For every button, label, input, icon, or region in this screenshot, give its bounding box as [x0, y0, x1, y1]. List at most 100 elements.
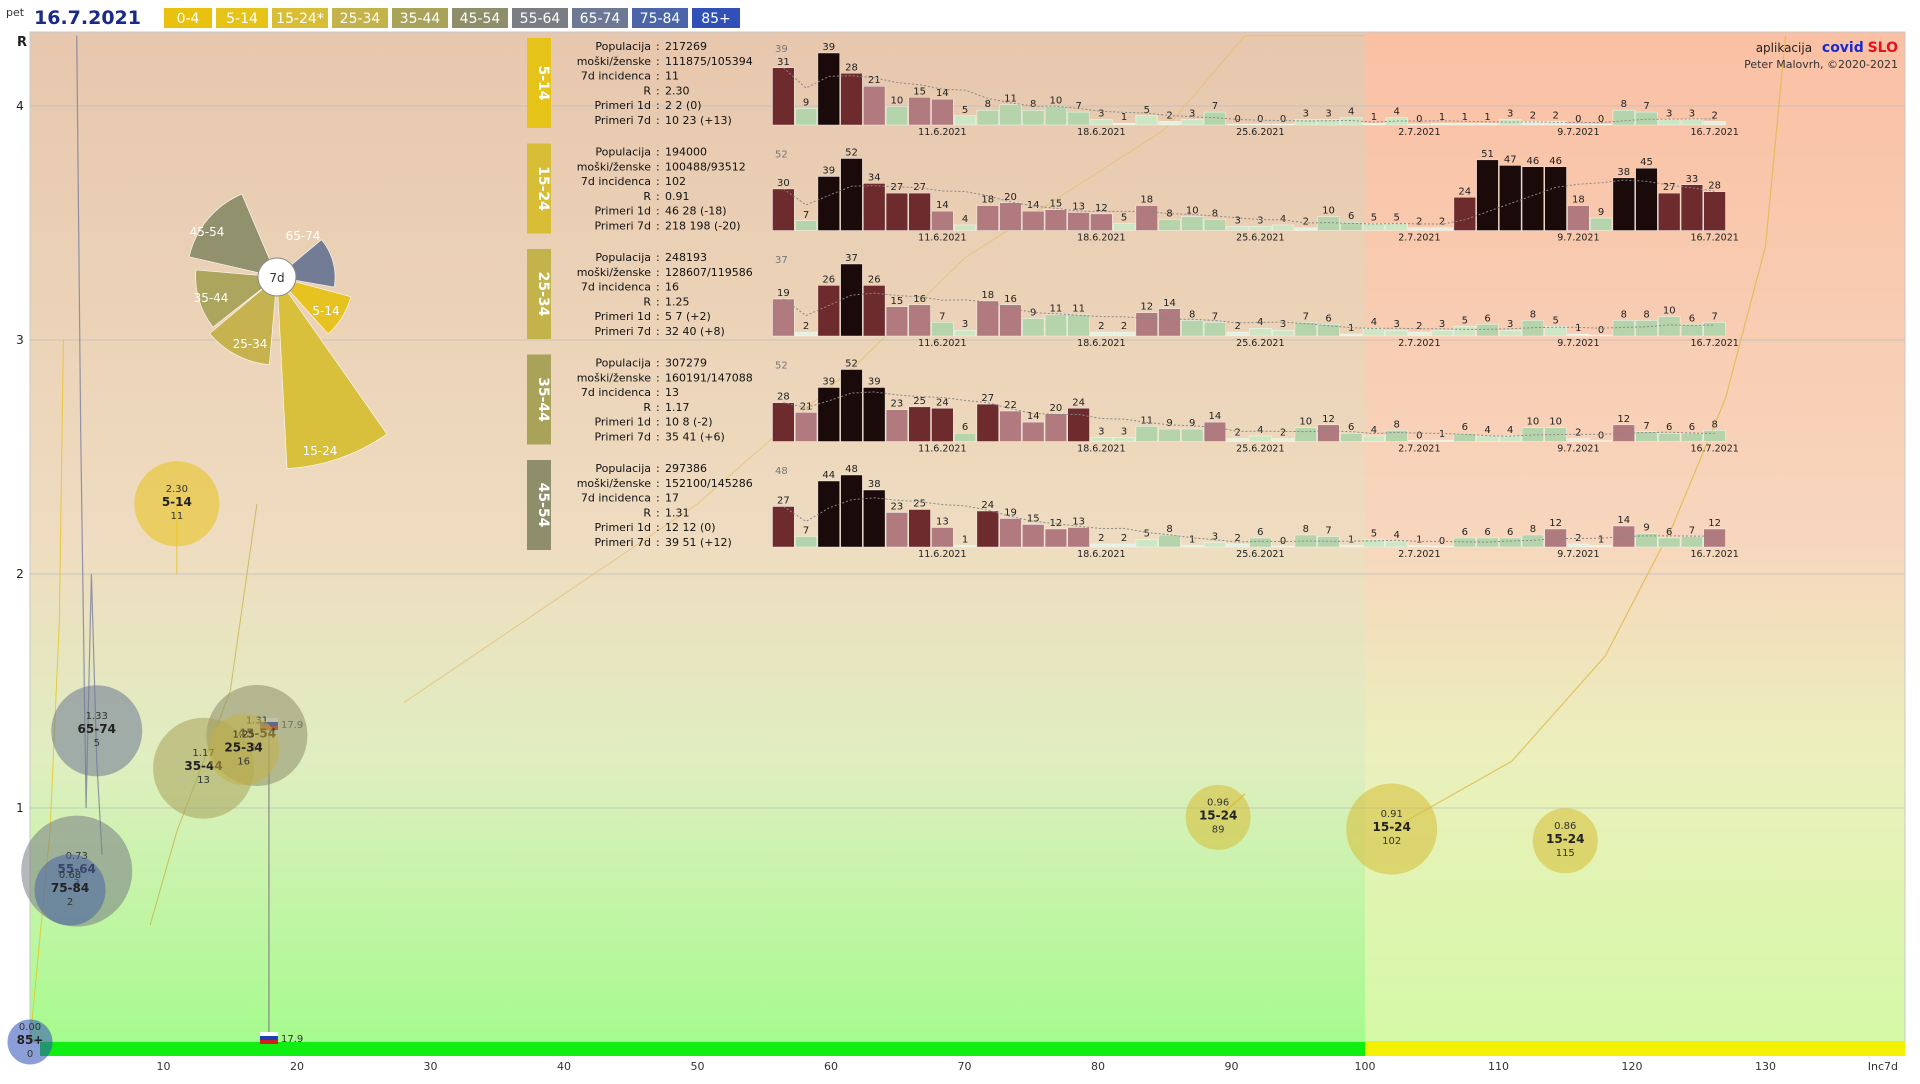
bar: [1272, 438, 1295, 442]
bar: [863, 183, 886, 231]
bar: [1431, 545, 1454, 548]
tab-35-44[interactable]: 35-44: [392, 8, 448, 28]
x-tick-label: 20: [290, 1060, 304, 1073]
bar-value-label: 7: [1711, 311, 1717, 322]
stat-key: Primeri 1d: [594, 99, 651, 112]
stat-key: 7d incidenca: [581, 70, 651, 83]
stat-separator: :: [656, 325, 660, 338]
bar-value-label: 14: [1617, 515, 1630, 526]
bar-value-label: 2: [1711, 110, 1717, 121]
bar: [817, 480, 840, 548]
tab-background[interactable]: [392, 8, 448, 28]
tab-label[interactable]: 65-74: [580, 11, 621, 27]
bar-value-label: 6: [1689, 313, 1695, 324]
stat-separator: :: [656, 266, 660, 279]
bubble-r-value: 0.96: [1207, 797, 1229, 808]
stat-value: 160191/147088: [665, 371, 753, 384]
date-tick-label: 18.6.2021: [1077, 233, 1125, 244]
tab-label[interactable]: 75-84: [640, 11, 681, 27]
panel-ymax-label: 52: [775, 361, 788, 372]
bubble-circle: [208, 714, 280, 785]
bar: [863, 489, 886, 548]
stat-value: 16: [665, 281, 679, 294]
bar-value-label: 26: [822, 274, 835, 285]
tab-background[interactable]: [512, 8, 568, 28]
bar: [976, 510, 999, 548]
tab-85+[interactable]: 85+: [692, 8, 740, 28]
tab-background[interactable]: [452, 8, 508, 28]
date-tick-label: 25.6.2021: [1236, 444, 1284, 455]
stat-value: 128607/119586: [665, 266, 753, 279]
brand-slo: SLO: [1868, 40, 1899, 56]
credits: aplikacija covid SLO Peter Malovrh, ©202…: [1744, 40, 1898, 71]
bar-value-label: 38: [868, 479, 881, 490]
tab-label[interactable]: 85+: [701, 11, 731, 27]
bar: [1203, 421, 1226, 442]
bar: [1658, 192, 1681, 231]
tab-45-54[interactable]: 45-54: [452, 8, 508, 28]
bar: [1203, 219, 1226, 231]
tab-5-14[interactable]: 5-14: [216, 8, 268, 28]
tab-background[interactable]: [572, 8, 628, 28]
bar-value-label: 2: [1234, 428, 1240, 439]
tab-0-4[interactable]: 0-4: [164, 8, 212, 28]
bar-value-label: 4: [962, 214, 968, 225]
tab-label[interactable]: 0-4: [177, 11, 200, 27]
bar-value-label: 0: [1280, 114, 1286, 125]
bar-value-label: 5: [1144, 105, 1150, 116]
tab-15-24*[interactable]: 15-24*: [272, 8, 328, 28]
stat-separator: :: [656, 40, 660, 53]
bar: [999, 410, 1022, 442]
moving-average-line: [783, 179, 1715, 225]
bar-value-label: 11: [1140, 415, 1153, 426]
bar-value-label: 16: [1004, 294, 1017, 305]
tab-label[interactable]: 25-34: [340, 11, 381, 27]
tab-25-34[interactable]: 25-34: [332, 8, 388, 28]
bar: [1317, 536, 1340, 548]
tab-background[interactable]: [332, 8, 388, 28]
tab-65-74[interactable]: 65-74: [572, 8, 628, 28]
bar-value-label: 13: [1072, 202, 1085, 213]
panel-group-label: 45-54: [535, 483, 551, 528]
rose-slice-25-34: [209, 276, 278, 365]
tab-label[interactable]: 55-64: [520, 11, 561, 27]
stat-separator: :: [656, 462, 660, 475]
bar: [1635, 431, 1658, 442]
bar: [1408, 123, 1431, 126]
y-tick-label: 4: [16, 99, 24, 113]
tab-background[interactable]: [216, 8, 268, 28]
bar-value-label: 8: [1621, 309, 1627, 320]
stat-value: 12 12 (0): [665, 521, 716, 534]
bar: [1181, 428, 1204, 442]
rose-slice-label: 45-54: [190, 225, 225, 239]
bar: [1090, 213, 1113, 231]
bar: [1431, 329, 1454, 337]
tab-label[interactable]: 5-14: [226, 11, 258, 27]
bar: [1567, 543, 1590, 548]
tab-75-84[interactable]: 75-84: [632, 8, 688, 28]
tab-label[interactable]: 35-44: [400, 11, 441, 27]
tab-background[interactable]: [632, 8, 688, 28]
bar: [1590, 217, 1613, 231]
bar-value-label: 34: [868, 172, 881, 183]
x-axis-label: Inc7d: [1868, 1060, 1898, 1073]
tab-background[interactable]: [692, 8, 740, 28]
tab-background[interactable]: [272, 8, 328, 28]
date-tick-label: 16.7.2021: [1690, 338, 1738, 349]
plot-background-high-incidence: [1365, 32, 1905, 1042]
tab-55-64[interactable]: 55-64: [512, 8, 568, 28]
bar-value-label: 24: [1072, 397, 1085, 408]
bar: [1158, 534, 1181, 548]
tab-label[interactable]: 15-24*: [276, 11, 324, 27]
bar: [931, 210, 954, 231]
tab-background[interactable]: [164, 8, 212, 28]
bar: [885, 306, 908, 337]
stat-separator: :: [656, 70, 660, 83]
tab-label[interactable]: 45-54: [460, 11, 501, 27]
panel-ymax-label: 48: [775, 466, 788, 477]
bar: [1703, 528, 1726, 548]
moving-average-line: [783, 67, 1715, 124]
bar-value-label: 39: [822, 166, 835, 177]
